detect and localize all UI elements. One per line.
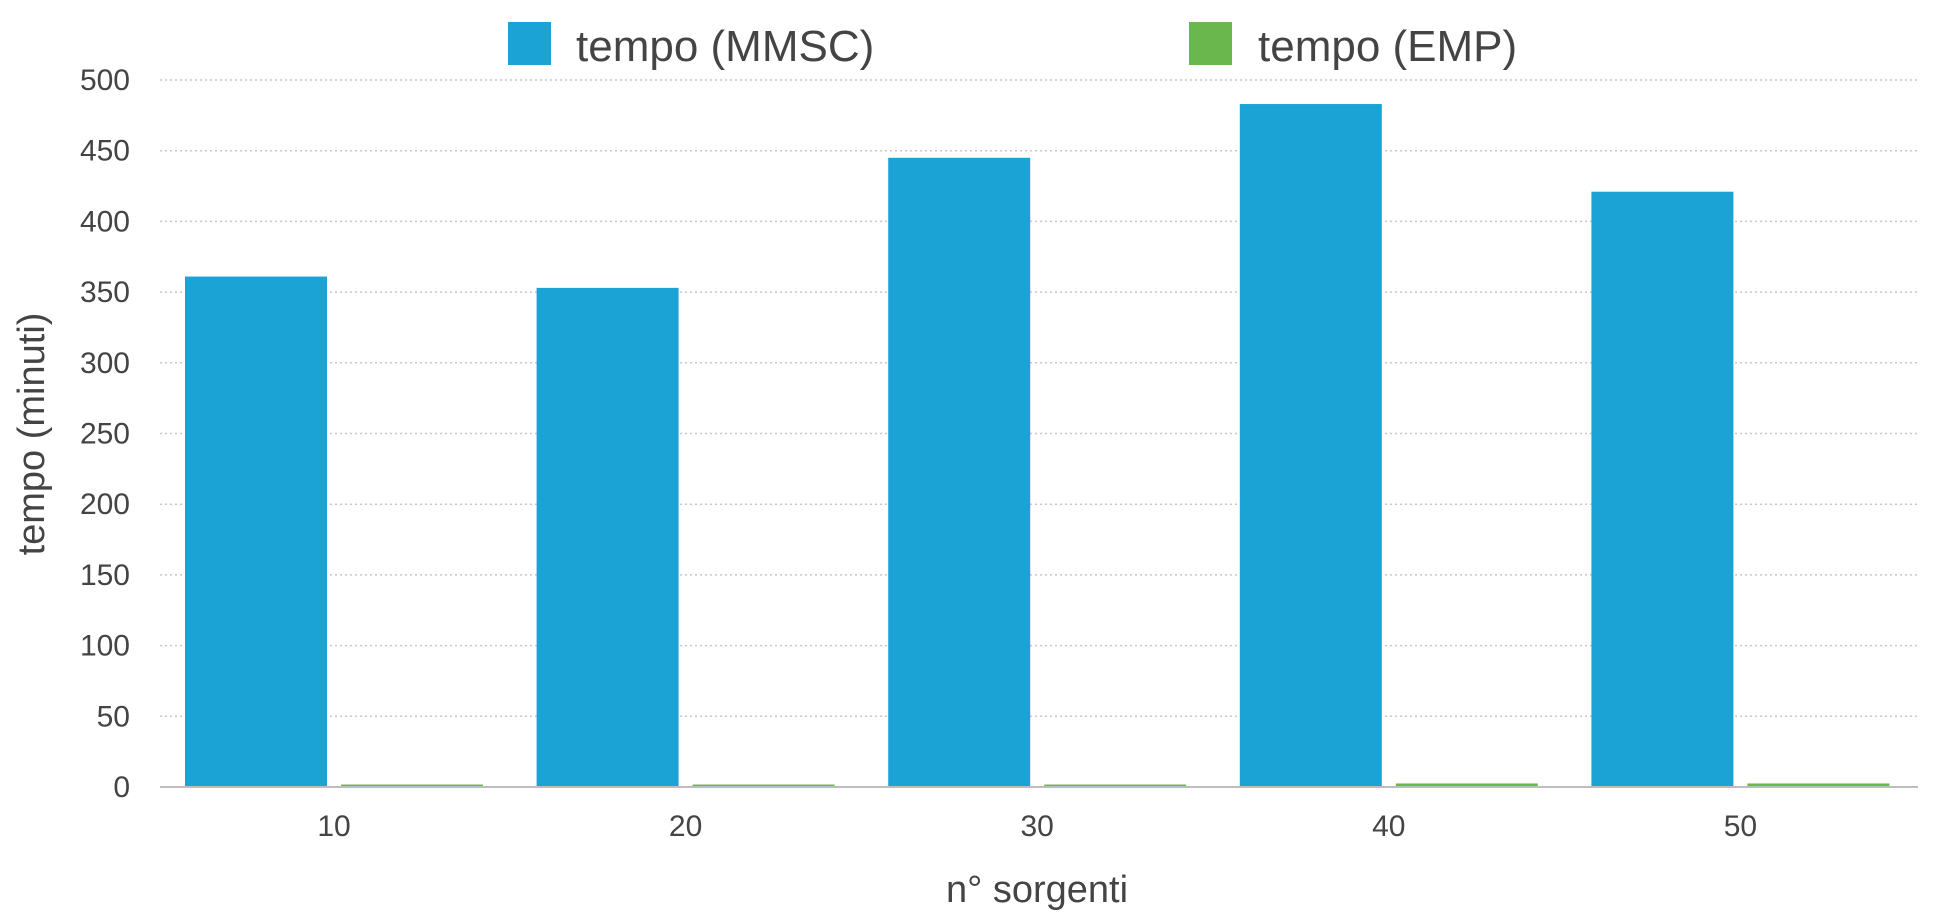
- x-tick-labels: 10 20 30 40 50: [317, 810, 1757, 843]
- y-tick-labels: 0 50 100 150 200 250 300 350 400 450 500: [80, 64, 130, 804]
- y-tick-label: 450: [80, 135, 130, 168]
- y-tick-label: 400: [80, 205, 130, 238]
- bar-emp-10: [341, 784, 483, 787]
- bar-mmsc-50: [1591, 191, 1734, 787]
- legend-label: tempo (MMSC): [576, 22, 874, 71]
- legend-swatch: [508, 22, 551, 65]
- y-tick-label: 100: [80, 630, 130, 663]
- legend-label: tempo (EMP): [1258, 22, 1517, 71]
- bar-emp-30: [1044, 784, 1187, 787]
- x-tick-label: 50: [1724, 810, 1757, 843]
- y-tick-label: 50: [97, 700, 130, 733]
- x-axis-title: n° sorgenti: [946, 869, 1128, 911]
- bar-emp-50: [1747, 783, 1890, 787]
- y-axis-title: tempo (minuti): [11, 313, 53, 556]
- bar-mmsc-10: [185, 276, 327, 787]
- bar-emp-20: [692, 784, 835, 787]
- y-tick-label: 200: [80, 488, 130, 521]
- bar-mmsc-40: [1239, 104, 1382, 787]
- y-tick-label: 500: [80, 64, 130, 97]
- y-tick-label: 150: [80, 559, 130, 592]
- x-tick-label: 20: [669, 810, 702, 843]
- x-tick-label: 40: [1372, 810, 1405, 843]
- x-tick-label: 10: [317, 810, 350, 843]
- bar-mmsc-20: [536, 287, 679, 787]
- bar-emp-40: [1395, 783, 1538, 787]
- x-tick-label: 30: [1021, 810, 1054, 843]
- y-tick-label: 300: [80, 347, 130, 380]
- y-tick-label: 250: [80, 418, 130, 451]
- bars: [185, 104, 1890, 787]
- y-tick-label: 0: [113, 771, 130, 804]
- y-tick-label: 350: [80, 276, 130, 309]
- legend-swatch: [1189, 22, 1232, 65]
- bar-mmsc-30: [888, 157, 1031, 787]
- legend: tempo (MMSC) tempo (EMP): [508, 22, 1517, 71]
